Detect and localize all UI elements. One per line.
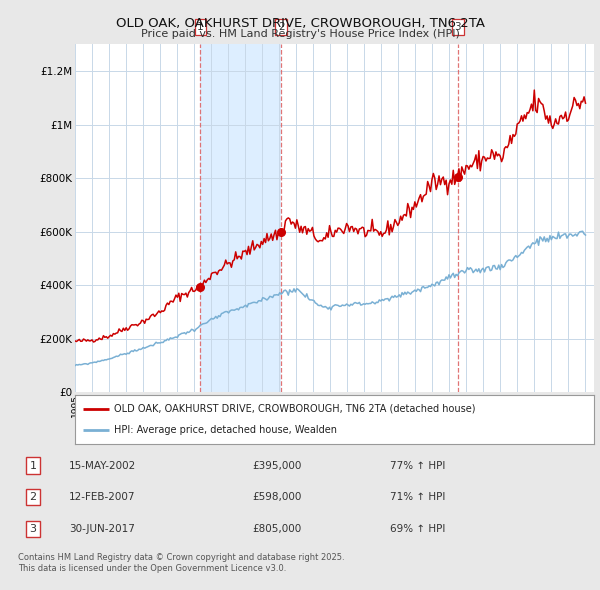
Text: HPI: Average price, detached house, Wealden: HPI: Average price, detached house, Weal… (114, 425, 337, 435)
Text: 15-MAY-2002: 15-MAY-2002 (69, 461, 136, 470)
Text: 12-FEB-2007: 12-FEB-2007 (69, 493, 136, 502)
Text: £395,000: £395,000 (252, 461, 301, 470)
Text: 1: 1 (29, 461, 37, 470)
Text: £805,000: £805,000 (252, 525, 301, 534)
Bar (200, 44, 281, 392)
Text: OLD OAK, OAKHURST DRIVE, CROWBOROUGH, TN6 2TA (detached house): OLD OAK, OAKHURST DRIVE, CROWBOROUGH, TN… (114, 404, 475, 414)
Text: 2: 2 (278, 22, 284, 32)
Text: OLD OAK, OAKHURST DRIVE, CROWBOROUGH, TN6 2TA: OLD OAK, OAKHURST DRIVE, CROWBOROUGH, TN… (115, 17, 485, 30)
Text: 3: 3 (455, 22, 461, 32)
Text: Price paid vs. HM Land Registry's House Price Index (HPI): Price paid vs. HM Land Registry's House … (140, 29, 460, 39)
Text: 3: 3 (29, 525, 37, 534)
Text: 71% ↑ HPI: 71% ↑ HPI (390, 493, 445, 502)
Text: 69% ↑ HPI: 69% ↑ HPI (390, 525, 445, 534)
Text: 77% ↑ HPI: 77% ↑ HPI (390, 461, 445, 470)
Text: 1: 1 (197, 22, 204, 32)
Text: 2: 2 (29, 493, 37, 502)
Text: £598,000: £598,000 (252, 493, 301, 502)
Text: Contains HM Land Registry data © Crown copyright and database right 2025.
This d: Contains HM Land Registry data © Crown c… (18, 553, 344, 573)
Text: 30-JUN-2017: 30-JUN-2017 (69, 525, 135, 534)
